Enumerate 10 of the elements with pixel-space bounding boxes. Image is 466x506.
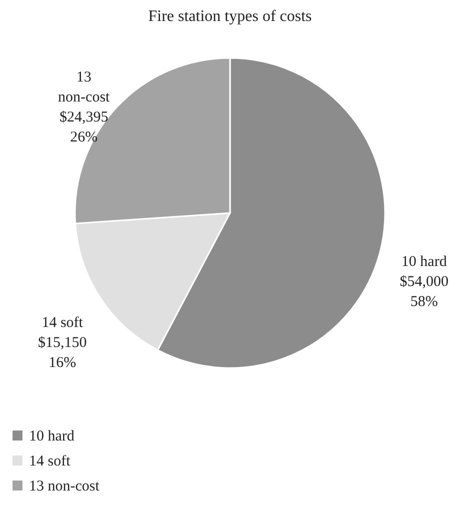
legend-label: 13 non-cost — [29, 478, 100, 494]
legend-label: 10 hard — [29, 428, 75, 444]
data-label: $24,395 26% — [59, 109, 108, 146]
data-label: $54,000 58% — [400, 274, 449, 310]
data-label: $15,150 16% — [38, 335, 87, 372]
chart-title: Fire station types of costs — [148, 8, 312, 25]
legend-label: 14 soft — [29, 454, 72, 470]
slice-label: 14 soft — [42, 315, 84, 332]
slice-label: 10 hard — [401, 254, 448, 270]
slice-label: 13 non-cost — [58, 69, 111, 106]
